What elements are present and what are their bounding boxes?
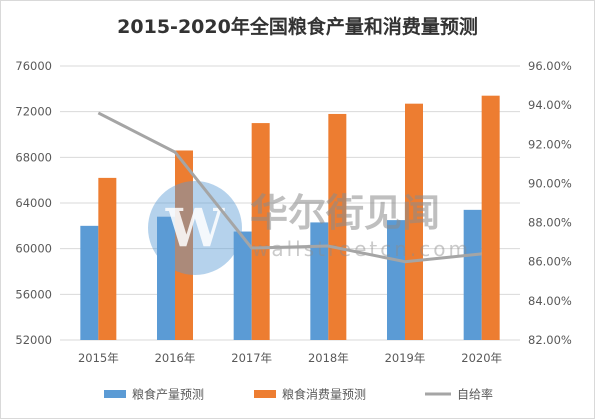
y-right-tick-label: 92.00%	[528, 137, 572, 151]
y-right-tick-label: 88.00%	[528, 216, 572, 230]
x-tick-label: 2017年	[231, 351, 272, 365]
legend-label: 自给率	[457, 387, 493, 402]
bar-production	[387, 220, 405, 340]
legend-swatch	[254, 390, 276, 398]
x-tick-label: 2018年	[308, 351, 349, 365]
legend-swatch	[104, 390, 126, 398]
x-tick-label: 2016年	[155, 351, 196, 365]
y-right-tick-label: 86.00%	[528, 255, 572, 269]
x-tick-label: 2015年	[78, 351, 119, 365]
x-tick-label: 2019年	[385, 351, 426, 365]
x-tick-label: 2020年	[461, 351, 502, 365]
watermark-logo-letter: W	[165, 198, 226, 259]
series-line-self-sufficiency	[97, 111, 482, 264]
y-right-tick-label: 84.00%	[528, 294, 572, 308]
y-left-tick-label: 68000	[15, 150, 52, 164]
legend-label: 粮食消费量预测	[282, 387, 366, 402]
legend-label: 粮食产量预测	[132, 387, 204, 402]
y-right-tick-label: 94.00%	[528, 98, 572, 112]
y-left-tick-label: 72000	[15, 105, 52, 119]
ratio-line	[97, 111, 482, 264]
axes: 52000 56000 60000 64000 68000 72000 76000 82.00…	[15, 59, 572, 365]
y-left-tick-label: 64000	[15, 196, 52, 210]
y-right-tick-label: 90.00%	[528, 176, 572, 190]
y-left-tick-label: 76000	[15, 59, 52, 73]
y-left-tick-label: 52000	[15, 333, 52, 347]
chart-title: 2015-2020年全国粮食产量和消费量预测	[117, 16, 478, 38]
legend: 粮食产量预测 粮食消费量预测 自给率	[104, 387, 493, 402]
bars	[80, 95, 500, 340]
bar-production	[233, 231, 252, 340]
watermark-brand: 华尔街见闻	[250, 190, 440, 235]
y-right-tick-label: 82.00%	[528, 333, 572, 347]
bar-consumption	[175, 150, 193, 340]
watermark-url: wallstreetcn.com	[252, 237, 471, 261]
bar-consumption	[328, 113, 347, 340]
bar-production	[310, 222, 329, 340]
bar-consumption	[251, 123, 270, 340]
grid-lines	[60, 65, 520, 341]
y-left-tick-label: 60000	[15, 242, 52, 256]
bar-production	[463, 209, 482, 340]
bar-production	[80, 225, 99, 340]
bar-consumption	[98, 177, 117, 340]
bar-production	[157, 216, 175, 340]
y-right-tick-label: 96.00%	[528, 59, 572, 73]
bar-consumption	[405, 103, 423, 340]
bar-consumption	[481, 95, 500, 340]
y-left-tick-label: 56000	[15, 287, 52, 301]
